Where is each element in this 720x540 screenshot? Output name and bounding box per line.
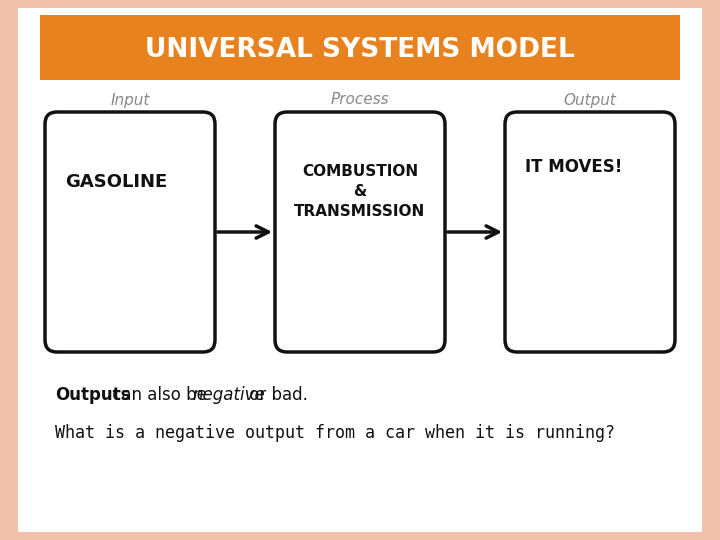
Text: can also be: can also be <box>107 386 212 404</box>
Text: or bad.: or bad. <box>244 386 308 404</box>
Text: &: & <box>354 185 366 199</box>
Text: TRANSMISSION: TRANSMISSION <box>294 205 426 219</box>
Text: Process: Process <box>330 92 390 107</box>
FancyBboxPatch shape <box>505 112 675 352</box>
Text: IT MOVES!: IT MOVES! <box>525 158 622 176</box>
Text: What is a negative output from a car when it is running?: What is a negative output from a car whe… <box>55 424 615 442</box>
FancyBboxPatch shape <box>18 8 702 532</box>
FancyBboxPatch shape <box>40 15 680 80</box>
Text: GASOLINE: GASOLINE <box>65 173 167 191</box>
Text: Outputs: Outputs <box>55 386 130 404</box>
Text: COMBUSTION: COMBUSTION <box>302 165 418 179</box>
Text: Input: Input <box>110 92 150 107</box>
FancyBboxPatch shape <box>275 112 445 352</box>
Text: Output: Output <box>564 92 616 107</box>
Text: negative: negative <box>192 386 265 404</box>
FancyBboxPatch shape <box>45 112 215 352</box>
Text: UNIVERSAL SYSTEMS MODEL: UNIVERSAL SYSTEMS MODEL <box>145 37 575 63</box>
